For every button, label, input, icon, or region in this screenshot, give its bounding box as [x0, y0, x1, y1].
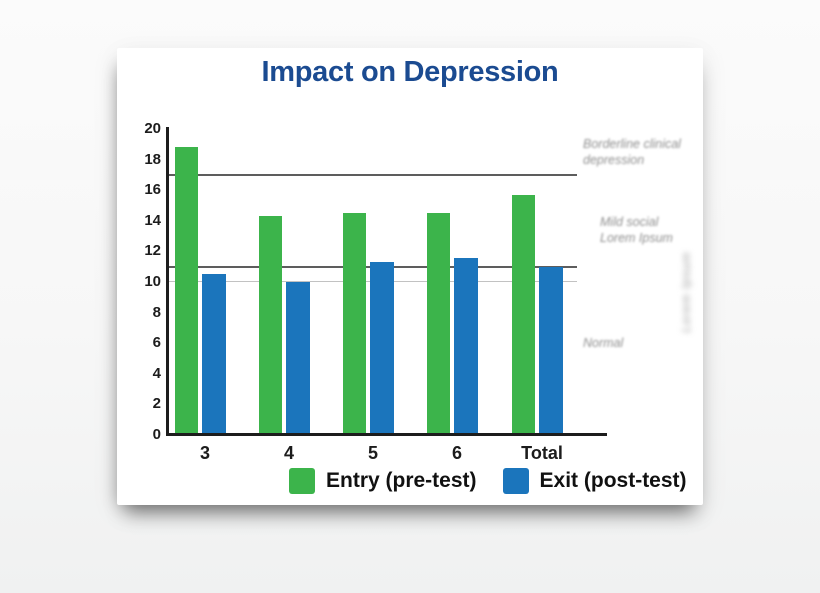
- y-tick-label-16: 16: [144, 181, 161, 199]
- x-tick-label-3: 3: [199, 443, 211, 463]
- zone-label-normal: Normal: [583, 336, 624, 350]
- y-tick-label-8: 8: [152, 303, 161, 321]
- chart-title: Impact on Depression: [261, 56, 559, 88]
- y-tick-label-6: 6: [152, 334, 161, 352]
- y-tick-label-18: 18: [144, 150, 161, 168]
- y-tick-label-14: 14: [144, 211, 161, 229]
- legend-item-entry: Entry (pre-test): [289, 468, 477, 494]
- bar-exit-total: [539, 266, 563, 435]
- y-tick-label-12: 12: [144, 242, 161, 260]
- y-tick-label-10: 10: [144, 273, 161, 290]
- y-axis-line: [166, 127, 169, 436]
- y-tick-label-2: 2: [152, 395, 161, 413]
- x-tick-label-total: Total: [521, 443, 563, 463]
- y-tick-label-4: 4: [152, 364, 161, 382]
- y-tick-label-20: 20: [144, 120, 161, 137]
- x-tick-label-4: 4: [283, 443, 295, 463]
- legend-item-exit: Exit (post-test): [502, 468, 687, 494]
- bar-entry-4: [259, 216, 282, 435]
- zone-label-mild: Mild social Lorem Ipsum: [600, 215, 673, 245]
- bar-entry-total: [512, 194, 535, 435]
- x-axis-line: [166, 433, 607, 436]
- bar-entry-5: [343, 213, 366, 435]
- y-tick-label-0: 0: [152, 426, 161, 443]
- bar-exit-4: [286, 282, 310, 435]
- vertical-blurred-axis-label: Lorem Ipsum: [679, 251, 693, 333]
- bar-exit-6: [454, 257, 478, 435]
- legend-swatch-entry: [289, 468, 315, 494]
- x-tick-label-5: 5: [367, 443, 379, 463]
- legend-swatch-exit: [502, 468, 529, 494]
- bar-entry-3: [175, 147, 198, 435]
- reference-line-17: [169, 173, 577, 176]
- bar-exit-5: [370, 262, 394, 435]
- bar-exit-3: [202, 274, 226, 435]
- x-tick-label-6: 6: [451, 443, 463, 463]
- legend-label-exit: Exit (post-test): [539, 469, 687, 492]
- bar-entry-6: [427, 213, 450, 435]
- zone-label-borderline: Borderline clinical depression: [583, 137, 681, 167]
- chart-legend: Entry (pre-test) Exit (post-test): [289, 468, 687, 494]
- legend-label-entry: Entry (pre-test): [326, 469, 477, 492]
